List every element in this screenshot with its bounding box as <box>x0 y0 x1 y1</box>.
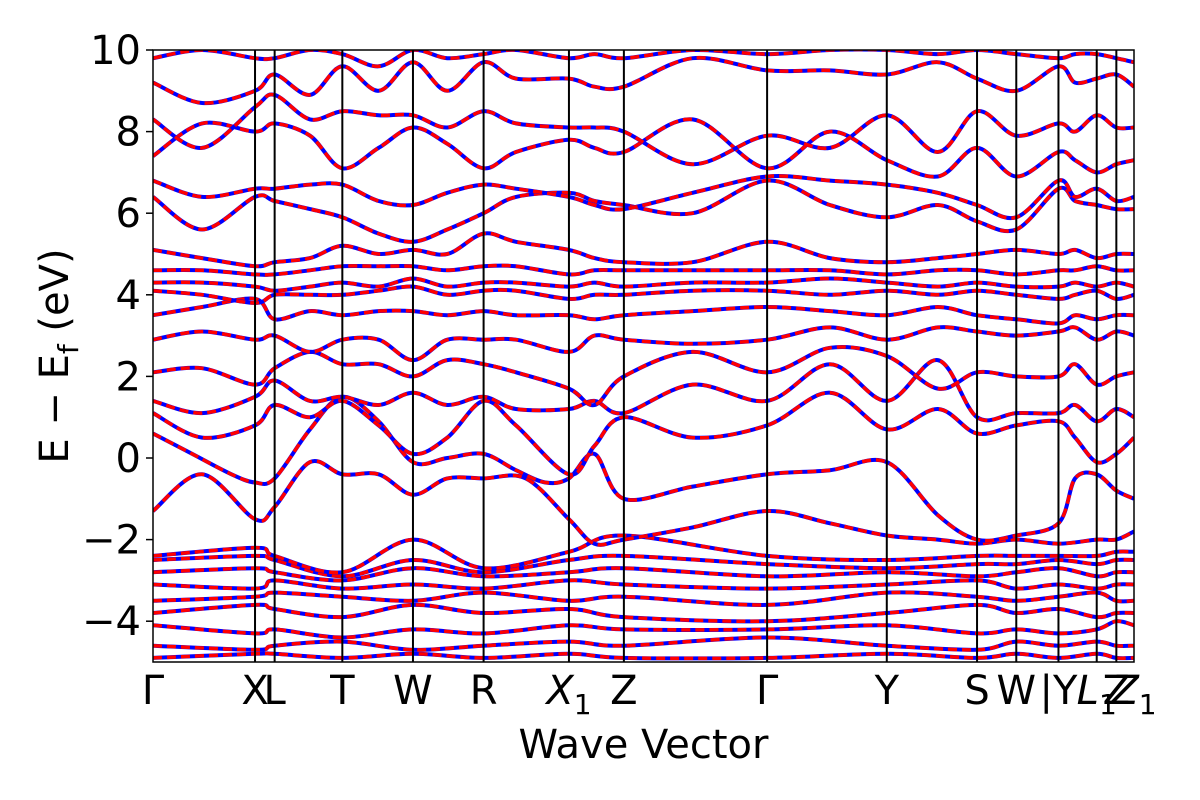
band-line-12-red <box>153 358 1134 424</box>
x-tick-label-12: |Y <box>1040 668 1078 714</box>
x-tick-label-8: Γ <box>756 668 779 714</box>
y-tick-label-3: 2 <box>116 354 141 400</box>
x-tick-label-15: Z1 <box>1110 668 1156 721</box>
y-tick-label-5: 6 <box>116 191 141 237</box>
band-line-11-red <box>153 390 1134 477</box>
band-line-24-red <box>153 56 1134 105</box>
band-line-22-red <box>153 117 1134 179</box>
x-tick-label-11: W <box>996 668 1036 714</box>
y-tick-label-1: −2 <box>82 518 141 564</box>
x-tick-label-1: X <box>241 668 268 714</box>
x-tick-label-14: Z <box>1103 668 1130 714</box>
x-tick-label-4: W <box>393 668 433 714</box>
band-line-18-red <box>153 263 1134 277</box>
band-line-3-red <box>153 603 1134 624</box>
x-tick-label-9: Y <box>874 668 900 714</box>
band-line-21-blue <box>153 174 1134 221</box>
band-line-25-red <box>153 50 1134 69</box>
band-line-1-red <box>153 635 1134 652</box>
band-line-15-blue <box>153 296 1134 326</box>
band-line-16-red <box>153 284 1134 305</box>
y-axis-title-main: E − E <box>32 354 78 464</box>
y-tick-label-0: −4 <box>82 599 141 645</box>
band-line-19-blue <box>153 231 1134 269</box>
band-line-9-red <box>153 459 1134 547</box>
y-axis-title-sub: f <box>52 343 85 354</box>
band-line-6-red <box>153 566 1134 583</box>
x-tick-label-2: L <box>263 668 286 714</box>
x-axis-title: Wave Vector <box>519 722 770 768</box>
y-axis-title-unit: (eV) <box>32 248 78 344</box>
high-symmetry-lines <box>254 50 1118 662</box>
band-line-8-red <box>153 533 1134 575</box>
band-line-17-red <box>153 276 1134 293</box>
y-axis-title: E − Ef (eV) <box>32 248 85 463</box>
x-tick-label-6: X1 <box>544 668 591 721</box>
band-line-7-blue <box>153 553 1134 579</box>
band-line-21-red <box>153 174 1134 220</box>
y-tick-label-6: 8 <box>116 110 141 156</box>
y-axis-ticks: −4 −2 0 2 4 6 8 10 <box>82 28 153 645</box>
x-tick-label-3: T <box>329 668 355 714</box>
plot-frame <box>152 49 1135 663</box>
band-line-15-red <box>153 296 1134 326</box>
y-tick-label-2: 0 <box>116 436 141 482</box>
band-line-22-blue <box>153 117 1134 179</box>
x-tick-label-5: R <box>470 668 498 714</box>
band-line-5-red <box>153 578 1134 591</box>
band-line-4-red <box>153 590 1134 607</box>
band-line-24-blue <box>153 55 1134 106</box>
x-tick-label-0: Γ <box>142 668 165 714</box>
band-line-20-red <box>153 178 1134 244</box>
band-line-2-red <box>153 619 1134 640</box>
band-line-14-red <box>153 325 1134 362</box>
y-tick-label-7: 10 <box>90 28 141 74</box>
x-tick-label-10: S <box>964 668 989 714</box>
x-tick-label-7: Z <box>610 668 637 714</box>
band-line-12-blue <box>153 358 1134 424</box>
x-tick-label-13: L1 <box>1077 668 1117 721</box>
band-line-23-red <box>153 92 1134 166</box>
band-line-0-red <box>153 651 1134 661</box>
bands-layer <box>153 50 1134 661</box>
y-tick-label-4: 4 <box>116 273 141 319</box>
